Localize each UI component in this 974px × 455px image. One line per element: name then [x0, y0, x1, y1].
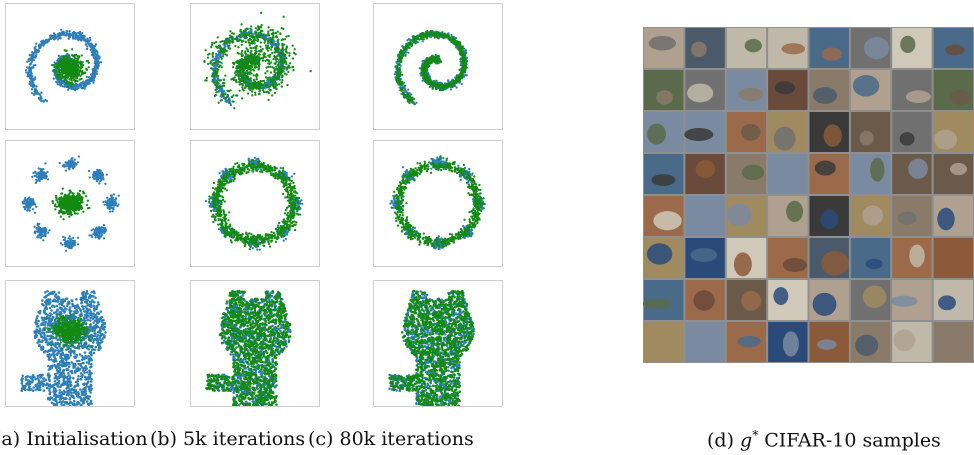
cifar-sample-tile — [768, 196, 808, 236]
panel-ring-init — [5, 140, 135, 267]
cifar-sample-tile — [644, 28, 684, 68]
cifar-sample-tile — [726, 280, 767, 320]
caption-symbol: g — [740, 429, 753, 452]
cifar-sample-tile — [933, 280, 973, 320]
cifar-sample-tile — [809, 322, 849, 362]
panel-cat-init — [5, 280, 135, 407]
cifar-sample-tile — [768, 238, 808, 278]
scatter-plot — [203, 11, 312, 110]
cifar-sample-tile — [726, 238, 767, 278]
cifar-sample-tile — [933, 154, 973, 194]
cifar-sample-tile — [768, 280, 808, 320]
cifar-sample-tile — [685, 154, 725, 194]
cifar-sample-tile — [685, 196, 725, 236]
caption-initialisation: (a) Initialisation — [0, 428, 148, 450]
cifar-sample-tile — [892, 112, 932, 152]
cifar-sample-tile — [809, 70, 849, 110]
caption-cifar-samples: (d) g* CIFAR-10 samples — [707, 428, 941, 451]
cifar-sample-tile — [726, 28, 767, 68]
cifar-sample-tile — [726, 112, 767, 152]
cifar-sample-tile — [892, 322, 932, 362]
cifar-sample-tile — [809, 196, 849, 236]
caption-superscript: * — [752, 428, 759, 442]
cifar-sample-tile — [768, 154, 808, 194]
cifar-sample-tile — [809, 280, 849, 320]
cifar-sample-tile — [644, 322, 684, 362]
cifar-sample-tile — [892, 70, 932, 110]
cifar-sample-tile — [644, 154, 684, 194]
scatter-plot — [24, 28, 103, 103]
cifar-sample-tile — [850, 28, 891, 68]
cifar-sample-tile — [892, 238, 932, 278]
cifar-sample-tile — [685, 70, 725, 110]
cifar-sample-tile — [809, 28, 849, 68]
panel-spiral-5k — [190, 3, 320, 130]
cifar-sample-tile — [892, 154, 932, 194]
cifar-sample-tile — [644, 70, 684, 110]
cifar-sample-tile — [644, 238, 684, 278]
cifar-sample-tile — [768, 322, 808, 362]
cifar-sample-tile — [726, 70, 767, 110]
cifar-sample-tile — [685, 322, 725, 362]
cifar-sample-tile — [768, 28, 808, 68]
cifar-sample-tile — [850, 154, 891, 194]
cifar-sample-tile — [643, 280, 684, 320]
cifar-sample-tile — [892, 196, 932, 236]
scatter-plot — [204, 156, 304, 251]
cifar-sample-tile — [890, 280, 932, 320]
cifar-sample-tile — [850, 280, 891, 320]
scatter-plot — [389, 155, 486, 250]
cifar-sample-tile — [892, 28, 932, 68]
cifar-sample-tile — [726, 322, 767, 362]
scatter-plot — [205, 289, 292, 406]
cifar-sample-tile — [933, 112, 973, 152]
panel-cat-80k — [373, 280, 503, 407]
cifar-sample-tile — [933, 322, 973, 362]
cifar-sample-tile — [809, 112, 849, 152]
caption-suffix: CIFAR-10 samples — [758, 429, 941, 452]
scatter-plot — [21, 155, 120, 252]
caption-5k-iterations: (b) 5k iterations — [150, 428, 306, 450]
cifar-sample-tile — [685, 238, 725, 278]
panel-cat-5k — [190, 280, 320, 407]
cifar-sample-grid — [643, 27, 974, 363]
cifar-sample-tile — [850, 322, 891, 362]
cifar-sample-tile — [933, 28, 973, 68]
scatter-plot — [393, 29, 469, 106]
cifar-sample-tile — [644, 112, 684, 152]
scatter-plot — [20, 289, 107, 406]
cifar-sample-tile — [809, 238, 849, 278]
caption-80k-iterations: (c) 80k iterations — [308, 428, 474, 450]
cifar-sample-tile — [768, 70, 808, 110]
cifar-sample-tile — [768, 112, 808, 152]
cifar-sample-tile — [644, 196, 684, 236]
cifar-sample-tile — [726, 196, 767, 236]
cifar-sample-tile — [850, 196, 891, 236]
panel-spiral-init — [5, 3, 135, 130]
caption-prefix: (d) — [707, 429, 741, 452]
cifar-sample-tile — [933, 196, 973, 236]
cifar-sample-tile — [850, 70, 891, 110]
cifar-sample-tile — [850, 238, 891, 278]
cifar-sample-tile — [933, 70, 973, 110]
cifar-sample-tile — [685, 280, 725, 320]
panel-spiral-80k — [373, 3, 503, 130]
panel-ring-5k — [190, 140, 320, 267]
cifar-sample-tile — [684, 112, 725, 152]
cifar-sample-tile — [685, 28, 725, 68]
panel-ring-80k — [373, 140, 503, 267]
cifar-sample-tile — [726, 154, 767, 194]
cifar-sample-tile — [809, 154, 849, 194]
scatter-plot — [388, 289, 476, 406]
cifar-sample-tile — [933, 238, 973, 278]
cifar-sample-tile — [850, 112, 891, 152]
